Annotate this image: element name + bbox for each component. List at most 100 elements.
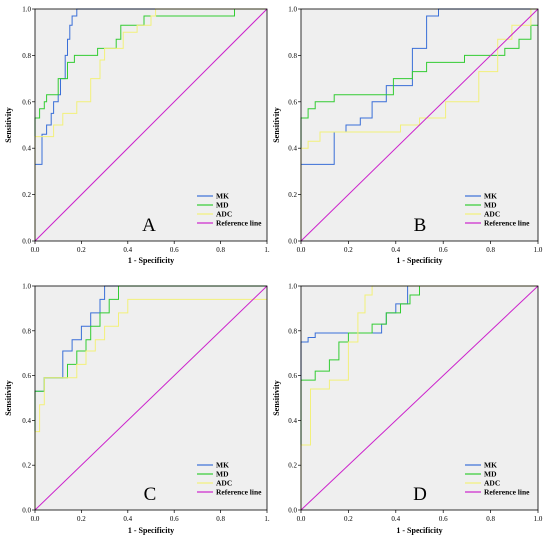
x-tick-label: 0.8	[216, 246, 225, 254]
series-line-reference-line	[34, 285, 268, 511]
series-line-md	[300, 24, 538, 241]
plot-frame	[34, 285, 268, 511]
x-axis-label: 1 - Specificity	[396, 256, 442, 265]
legend-entry: MK	[216, 192, 229, 201]
x-tick-label: 0.4	[123, 515, 132, 523]
panel-label: A	[142, 215, 156, 236]
y-tick-label: 0.6	[288, 98, 297, 106]
x-axis-label: 1 - Specificity	[396, 526, 442, 535]
x-tick-label: 1.0	[534, 246, 543, 254]
panel-label: B	[414, 215, 427, 236]
series-line-md	[300, 285, 538, 510]
series-line-adc	[34, 298, 267, 510]
y-tick-label: 0.0	[22, 507, 31, 515]
y-tick-label: 0.4	[288, 145, 297, 153]
y-tick-label: 0.8	[288, 327, 297, 335]
x-tick-label: 0.4	[391, 515, 400, 523]
plot-frame	[300, 8, 539, 242]
x-tick-label: 0.6	[170, 515, 179, 523]
legend-entry: MK	[484, 192, 497, 201]
y-tick-label: 0.0	[288, 238, 297, 246]
legend-entry: MD	[484, 470, 497, 479]
y-tick-label: 0.8	[22, 52, 31, 60]
x-tick-label: 0.2	[344, 246, 353, 254]
y-tick-label: 0.6	[288, 372, 297, 380]
y-tick-label: 0.2	[288, 191, 297, 199]
x-axis-label: 1 - Specificity	[128, 256, 174, 265]
y-tick-label: 0.8	[22, 327, 31, 335]
y-tick-label: 0.4	[288, 417, 297, 425]
legend-entry: ADC	[216, 210, 232, 219]
x-tick-label: 0.0	[31, 246, 40, 254]
x-tick-label: 0.0	[297, 246, 306, 254]
x-tick-label: 1.	[264, 515, 270, 523]
legend-entry: MD	[216, 201, 229, 210]
y-tick-label: 0.2	[288, 462, 297, 470]
legend-entry: MK	[484, 461, 497, 470]
roc-panel-c: 0.0 0.2 0.4 0.6 0.8 1. 0.0 0.2 0.4 0.6 0.8 1.0 1 - S…	[4, 283, 270, 536]
series-line-adc	[34, 8, 267, 241]
x-tick-label: 0.8	[486, 515, 495, 523]
y-tick-label: 0.0	[22, 238, 31, 246]
legend-entry: ADC	[484, 479, 500, 488]
legend-entry: ADC	[216, 479, 232, 488]
y-tick-label: 1.0	[22, 6, 31, 14]
series-line-adc	[300, 8, 538, 241]
x-axis-label: 1 - Specificity	[128, 526, 174, 535]
y-tick-label: 0.4	[22, 145, 31, 153]
x-tick-label: 0.2	[77, 515, 86, 523]
roc-panel-b: 0.0 0.2 0.4 0.6 0.8 1.0 0.0 0.2 0.4 0.6 0.8 1.0 1 - …	[272, 6, 543, 266]
legend-entry: MD	[216, 470, 229, 479]
panel-label: D	[413, 484, 427, 505]
x-tick-label: 0.2	[344, 515, 353, 523]
y-tick-label: 0.0	[288, 507, 297, 515]
x-tick-label: 1.0	[534, 515, 543, 523]
x-tick-label: 1.	[264, 246, 270, 254]
x-tick-label: 0.0	[297, 515, 306, 523]
y-tick-label: 0.2	[22, 462, 31, 470]
legend-entry: ADC	[484, 210, 500, 219]
series-line-mk	[34, 8, 267, 241]
legend-entry: MK	[216, 461, 229, 470]
y-axis-label: Sensitivity	[272, 380, 281, 416]
x-tick-label: 0.8	[216, 515, 225, 523]
x-tick-label: 0.6	[439, 515, 448, 523]
x-tick-label: 0.0	[31, 515, 40, 523]
series-line-reference-line	[300, 8, 539, 242]
y-axis-label: Sensitivity	[4, 107, 13, 143]
y-tick-label: 1.0	[288, 6, 297, 14]
roc-panel-d: 0.0 0.2 0.4 0.6 0.8 1.0 0.0 0.2 0.4 0.6 0.8 1.0 1 - …	[272, 283, 543, 536]
legend-entry: Reference line	[216, 219, 262, 228]
y-tick-label: 0.6	[22, 372, 31, 380]
y-tick-label: 1.0	[22, 283, 31, 291]
y-axis-label: Sensitivity	[272, 107, 281, 143]
series-line-adc	[300, 285, 538, 510]
panel-label: C	[144, 484, 157, 505]
series-line-reference-line	[300, 285, 539, 511]
x-tick-label: 0.6	[439, 246, 448, 254]
y-tick-label: 0.4	[22, 417, 31, 425]
x-tick-label: 0.6	[170, 246, 179, 254]
x-tick-label: 0.4	[391, 246, 400, 254]
y-tick-label: 1.0	[288, 283, 297, 291]
legend-entry: Reference line	[484, 488, 530, 497]
legend-entry: Reference line	[216, 488, 262, 497]
y-axis-label: Sensitivity	[4, 380, 13, 416]
y-tick-label: 0.2	[22, 191, 31, 199]
plot-frame	[34, 8, 268, 242]
y-tick-label: 0.8	[288, 52, 297, 60]
roc-panel-a: 0.0 0.2 0.4 0.6 0.8 1. 0.0 0.2 0.4 0.6 0.8 1.0 1 - S…	[4, 6, 270, 266]
legend-entry: Reference line	[484, 219, 530, 228]
plot-frame	[300, 285, 539, 511]
x-tick-label: 0.4	[123, 246, 132, 254]
x-tick-label: 0.8	[486, 246, 495, 254]
y-tick-label: 0.6	[22, 98, 31, 106]
series-line-reference-line	[34, 8, 268, 242]
x-tick-label: 0.2	[77, 246, 86, 254]
legend-entry: MD	[484, 201, 497, 210]
